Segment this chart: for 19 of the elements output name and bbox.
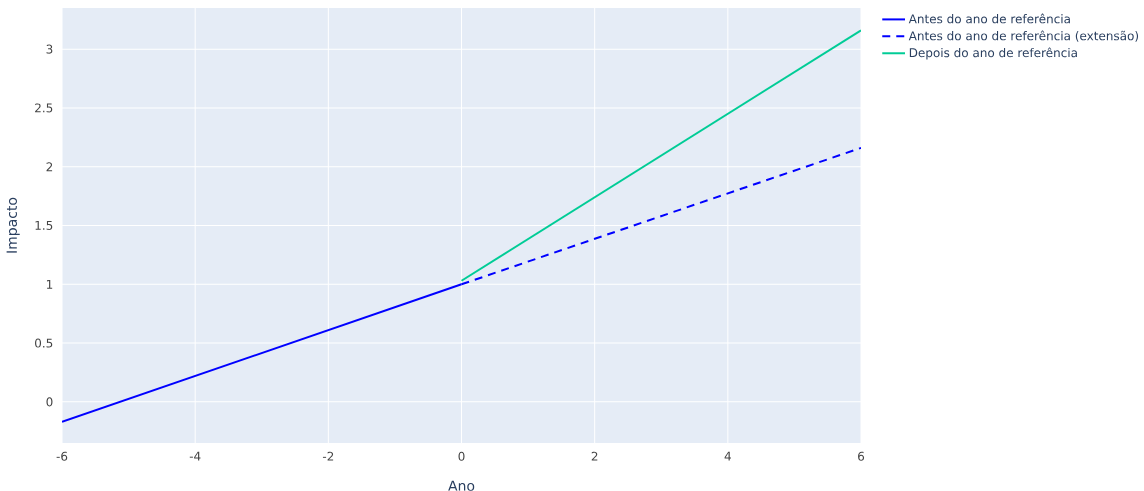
- x-tick-label: -6: [56, 451, 68, 461]
- y-tick-label: 2: [46, 162, 53, 172]
- y-axis-title: Impacto: [6, 197, 20, 253]
- y-tick-label: 0: [46, 397, 53, 407]
- y-tick-label: 1.5: [35, 221, 53, 231]
- x-tick-label: -4: [189, 451, 201, 461]
- x-tick-label: 4: [724, 451, 731, 461]
- y-tick-label: 2.5: [35, 103, 53, 113]
- y-tick-label: 1: [46, 280, 53, 289]
- y-tick-label: 3: [46, 44, 53, 54]
- x-tick-label: 2: [591, 451, 598, 461]
- y-tick-label: 0.5: [35, 338, 53, 348]
- legend-label: Antes do ano de referência (extensão): [908, 30, 1139, 42]
- legend-label: Antes do ano de referência: [908, 13, 1070, 24]
- x-axis-title: Ano: [448, 480, 475, 491]
- x-tick-label: -2: [322, 451, 334, 461]
- x-tick-label: 6: [858, 451, 865, 461]
- legend-label: Depois do ano de referência: [909, 47, 1077, 60]
- x-tick-label: 0: [458, 451, 465, 461]
